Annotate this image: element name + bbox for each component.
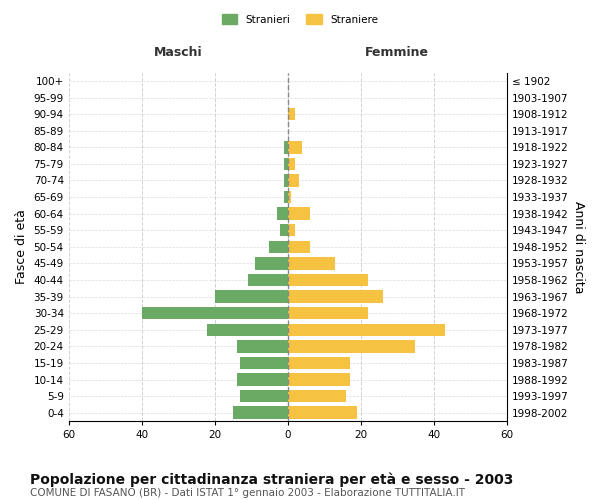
Bar bbox=[287, 240, 310, 253]
Bar bbox=[236, 374, 287, 386]
Bar bbox=[287, 257, 335, 270]
Y-axis label: Anni di nascita: Anni di nascita bbox=[572, 200, 585, 293]
Y-axis label: Fasce di età: Fasce di età bbox=[15, 210, 28, 284]
Text: Maschi: Maschi bbox=[154, 46, 202, 60]
Bar bbox=[240, 390, 287, 402]
Bar bbox=[287, 274, 368, 286]
Bar bbox=[287, 141, 302, 154]
Bar bbox=[287, 208, 310, 220]
Bar bbox=[287, 307, 368, 320]
Bar bbox=[287, 406, 357, 419]
Bar bbox=[233, 406, 287, 419]
Bar bbox=[287, 158, 295, 170]
Bar bbox=[287, 374, 350, 386]
Bar bbox=[208, 324, 287, 336]
Bar bbox=[255, 257, 287, 270]
Bar bbox=[236, 340, 287, 352]
Bar bbox=[240, 356, 287, 369]
Bar bbox=[284, 191, 287, 203]
Text: COMUNE DI FASANO (BR) - Dati ISTAT 1° gennaio 2003 - Elaborazione TUTTITALIA.IT: COMUNE DI FASANO (BR) - Dati ISTAT 1° ge… bbox=[30, 488, 465, 498]
Bar bbox=[287, 224, 295, 236]
Bar bbox=[287, 390, 346, 402]
Bar bbox=[277, 208, 287, 220]
Bar bbox=[284, 158, 287, 170]
Bar bbox=[284, 141, 287, 154]
Bar bbox=[287, 290, 383, 303]
Bar bbox=[269, 240, 287, 253]
Bar bbox=[287, 191, 292, 203]
Bar bbox=[284, 174, 287, 186]
Legend: Stranieri, Straniere: Stranieri, Straniere bbox=[218, 10, 382, 29]
Bar bbox=[287, 324, 445, 336]
Bar bbox=[280, 224, 287, 236]
Text: Popolazione per cittadinanza straniera per età e sesso - 2003: Popolazione per cittadinanza straniera p… bbox=[30, 472, 514, 487]
Text: Femmine: Femmine bbox=[365, 46, 429, 60]
Bar bbox=[287, 108, 295, 120]
Bar bbox=[215, 290, 287, 303]
Bar bbox=[142, 307, 287, 320]
Bar bbox=[248, 274, 287, 286]
Bar bbox=[287, 356, 350, 369]
Bar bbox=[287, 174, 299, 186]
Bar bbox=[287, 340, 415, 352]
